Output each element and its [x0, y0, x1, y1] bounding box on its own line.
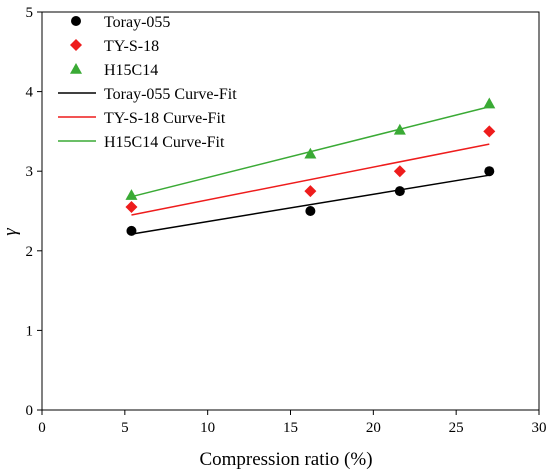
data-point-s1-1: [126, 225, 137, 236]
data-point-s2-2: [304, 185, 317, 198]
x-axis-title: Compression ratio (%): [199, 449, 372, 470]
data-point-s1-4: [484, 166, 495, 177]
legend-fit-label-3: H15C14 Curve-Fit: [104, 134, 225, 151]
data-point-s1-2: [305, 206, 316, 216]
x-tick-label-30: 30: [532, 420, 547, 436]
y-tick-label-0: 0: [26, 403, 34, 419]
x-tick-label-20: 20: [366, 420, 381, 436]
x-tick-label-5: 5: [121, 420, 129, 436]
fit-line-2: [131, 143, 490, 216]
legend-label-3: H15C14: [104, 62, 158, 79]
data-point-s3-4: [483, 97, 496, 109]
y-tick-label-3: 3: [26, 164, 34, 180]
data-point-s2-4: [483, 125, 496, 138]
y-tick-label-4: 4: [26, 85, 34, 101]
legend-label-2: TY-S-18: [104, 38, 159, 55]
y-tick-label-2: 2: [26, 244, 34, 260]
x-tick-label-15: 15: [283, 420, 298, 436]
x-tick-label-10: 10: [200, 420, 215, 436]
axes: 0 5 10 15 20 25 30 0 1 2 3 4 5: [26, 5, 547, 436]
y-tick-label-1: 1: [26, 323, 34, 339]
legend-marker-3: [70, 63, 82, 74]
plot-area: [125, 97, 496, 236]
data-point-s2-3: [393, 165, 406, 178]
fit-line-1: [131, 174, 490, 235]
legend-marker-2: [70, 39, 82, 51]
data-point-s3-2: [304, 147, 317, 159]
x-tick-label-25: 25: [449, 420, 464, 436]
x-tick-label-0: 0: [38, 420, 46, 436]
data-point-s3-3: [393, 123, 406, 135]
legend-marker-1: [71, 16, 81, 26]
legend-label-1: Toray-055: [104, 14, 170, 31]
legend-fit-label-1: Toray-055 Curve-Fit: [104, 86, 237, 103]
legend-fit-label-2: TY-S-18 Curve-Fit: [104, 110, 226, 127]
data-point-s3-1: [125, 189, 138, 200]
data-point-s1-3: [394, 186, 405, 197]
data-point-s2-1: [125, 201, 138, 214]
legend: Toray-055 TY-S-18 H15C14 Toray-055 Curve-Fi…: [58, 14, 237, 151]
y-axis-title: γ: [0, 228, 21, 236]
y-tick-label-5: 5: [26, 5, 34, 21]
